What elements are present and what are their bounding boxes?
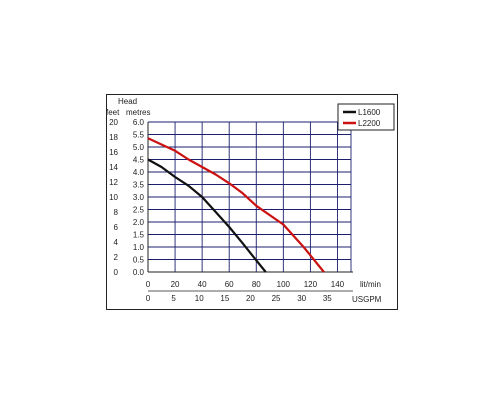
litmin-tick-label: 0 (146, 280, 151, 289)
feet-tick-label: 4 (114, 238, 119, 247)
feet-tick-label: 6 (114, 223, 119, 232)
head-axis-title: Head (118, 97, 137, 106)
litmin-axis-title: lit/min (360, 280, 381, 289)
usgpm-tick-label: 30 (297, 294, 306, 303)
litmin-tick-label: 100 (277, 280, 291, 289)
metres-tick-label: 6.0 (133, 118, 145, 127)
feet-tick-label: 14 (109, 163, 118, 172)
metres-tick-label: 0.0 (133, 268, 145, 277)
usgpm-tick-label: 20 (246, 294, 255, 303)
usgpm-tick-label: 25 (272, 294, 281, 303)
feet-tick-label: 8 (114, 208, 119, 217)
feet-axis-title: feet (106, 108, 120, 117)
metres-axis-title: metres (126, 108, 150, 117)
litmin-tick-label: 60 (225, 280, 234, 289)
usgpm-tick-label: 15 (220, 294, 229, 303)
grid (147, 121, 352, 273)
metres-tick-label: 2.5 (133, 206, 145, 215)
metres-tick-label: 4.0 (133, 168, 145, 177)
usgpm-tick-label: 5 (171, 294, 176, 303)
legend: L1600 L2200 (337, 103, 395, 131)
metres-tick-label: 3.0 (133, 193, 145, 202)
series-layer (147, 137, 325, 273)
litmin-tick-label: 40 (198, 280, 207, 289)
usgpm-tick-label: 35 (323, 294, 332, 303)
series-line-l1600 (147, 158, 267, 273)
metres-tick-label: 5.5 (133, 131, 145, 140)
feet-tick-label: 2 (114, 253, 119, 262)
metres-tick-label: 3.5 (133, 181, 145, 190)
usgpm-tick-label: 0 (146, 294, 151, 303)
metres-tick-label: 5.0 (133, 143, 145, 152)
series-line-l2200 (147, 137, 325, 273)
axes (147, 122, 353, 292)
litmin-tick-label: 20 (171, 280, 180, 289)
usgpm-axis-title: USGPM (352, 295, 382, 304)
metres-tick-label: 4.5 (133, 156, 145, 165)
feet-tick-label: 16 (109, 148, 118, 157)
feet-tick-label: 0 (114, 268, 119, 277)
feet-tick-label: 18 (109, 133, 118, 142)
metres-tick-label: 0.5 (133, 256, 145, 265)
usgpm-tick-label: 10 (195, 294, 204, 303)
feet-tick-label: 20 (109, 118, 118, 127)
legend-label-l2200: L2200 (358, 119, 381, 128)
feet-tick-label: 12 (109, 178, 118, 187)
metres-tick-label: 1.0 (133, 243, 145, 252)
litmin-tick-label: 80 (252, 280, 261, 289)
metres-tick-label: 2.0 (133, 218, 145, 227)
legend-box (337, 103, 395, 131)
tick-labels: 6.0 5.5 5.0 4.5 4.0 3.5 3.0 2.5 2.0 1.5 1.0 0.5 0.0 2… (109, 118, 345, 303)
feet-tick-label: 10 (109, 193, 118, 202)
metres-tick-label: 1.5 (133, 231, 145, 240)
legend-label-l1600: L1600 (358, 108, 381, 117)
litmin-tick-label: 120 (304, 280, 318, 289)
litmin-tick-label: 140 (331, 280, 345, 289)
